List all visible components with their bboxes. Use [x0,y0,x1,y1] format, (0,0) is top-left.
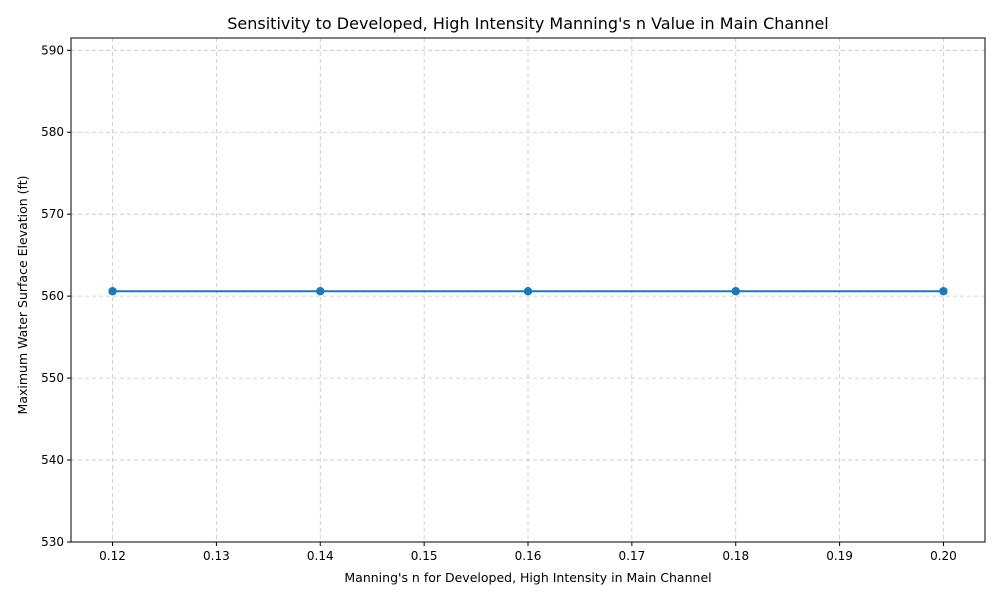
data-point [731,287,740,296]
x-tick-label: 0.20 [930,549,957,563]
y-tick-label: 570 [41,207,64,221]
chart-title: Sensitivity to Developed, High Intensity… [227,14,829,33]
y-tick-label: 560 [41,289,64,303]
data-point [316,287,325,296]
x-tick-label: 0.17 [619,549,646,563]
x-tick-label: 0.18 [722,549,749,563]
x-tick-label: 0.15 [411,549,438,563]
y-tick-label: 580 [41,125,64,139]
data-point [523,287,533,296]
x-tick-label: 0.12 [99,549,126,563]
series-layer [108,287,948,296]
y-tick-label: 590 [41,43,64,57]
x-tick-label: 0.13 [203,549,230,563]
y-axis-label: Maximum Water Surface Elevation (ft) [15,176,30,415]
y-axis-ticks: 530 540 550 560 570 580 590 [41,43,71,549]
data-point [108,287,117,296]
data-point [939,287,948,296]
x-axis-ticks: 0.12 0.13 0.14 0.15 0.16 0.17 0.18 0.19 0.20 [99,542,957,563]
x-tick-label: 0.14 [307,549,334,563]
x-tick-label: 0.16 [515,549,542,563]
y-tick-label: 550 [41,371,64,385]
y-tick-label: 540 [41,453,64,467]
x-axis-label: Manning's n for Developed, High Intensit… [344,570,711,585]
y-tick-label: 530 [41,535,64,549]
x-tick-label: 0.19 [826,549,853,563]
